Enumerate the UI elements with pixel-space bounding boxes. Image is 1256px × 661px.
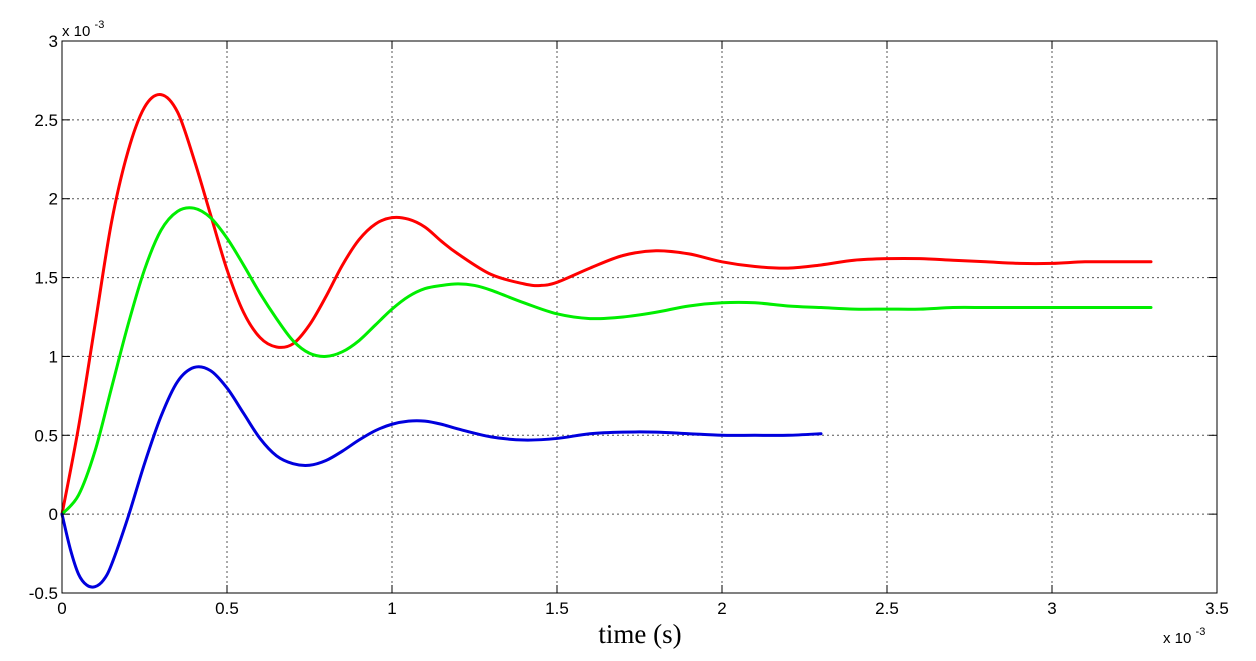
y-exponent-label: x 10 -3: [62, 19, 104, 40]
grid: [62, 41, 1217, 593]
series-red-line: [60, 93, 1153, 516]
tick-marks: [61, 40, 1218, 594]
series-green-line: [60, 206, 1153, 516]
x-exponent-base: x 10: [1163, 630, 1191, 647]
x-tick-label: 1.5: [545, 599, 569, 618]
y-tick-labels: -0.5 0 0.5 1 1.5 2 2.5 3: [29, 32, 58, 603]
y-tick-label: 3: [49, 32, 58, 51]
x-tick-label: 0: [57, 599, 66, 618]
x-exponent-power: -3: [1196, 626, 1206, 638]
y-tick-label: 1: [49, 347, 58, 366]
x-tick-label: 2: [717, 599, 726, 618]
y-exponent-power: -3: [95, 19, 105, 31]
x-tick-label: 3: [1047, 599, 1056, 618]
x-axis-title: time (s): [598, 619, 681, 649]
x-exponent-label: x 10 -3: [1163, 626, 1205, 647]
y-exponent-base: x 10: [62, 23, 90, 40]
x-tick-labels: 0 0.5 1 1.5 2 2.5 3 3.5: [57, 599, 1229, 618]
y-tick-label: 1.5: [34, 269, 58, 288]
plot-frame: [61, 40, 1218, 594]
series-group: [60, 93, 1153, 589]
x-tick-label: 2.5: [875, 599, 899, 618]
x-tick-label: 1: [387, 599, 396, 618]
x-tick-label: 3.5: [1205, 599, 1229, 618]
series-blue-line: [60, 365, 823, 589]
y-tick-label: 0: [49, 505, 58, 524]
y-tick-label: 2.5: [34, 111, 58, 130]
y-tick-label: 0.5: [34, 426, 58, 445]
x-tick-label: 0.5: [215, 599, 239, 618]
y-tick-label: 2: [49, 190, 58, 209]
y-tick-label: -0.5: [29, 584, 58, 603]
